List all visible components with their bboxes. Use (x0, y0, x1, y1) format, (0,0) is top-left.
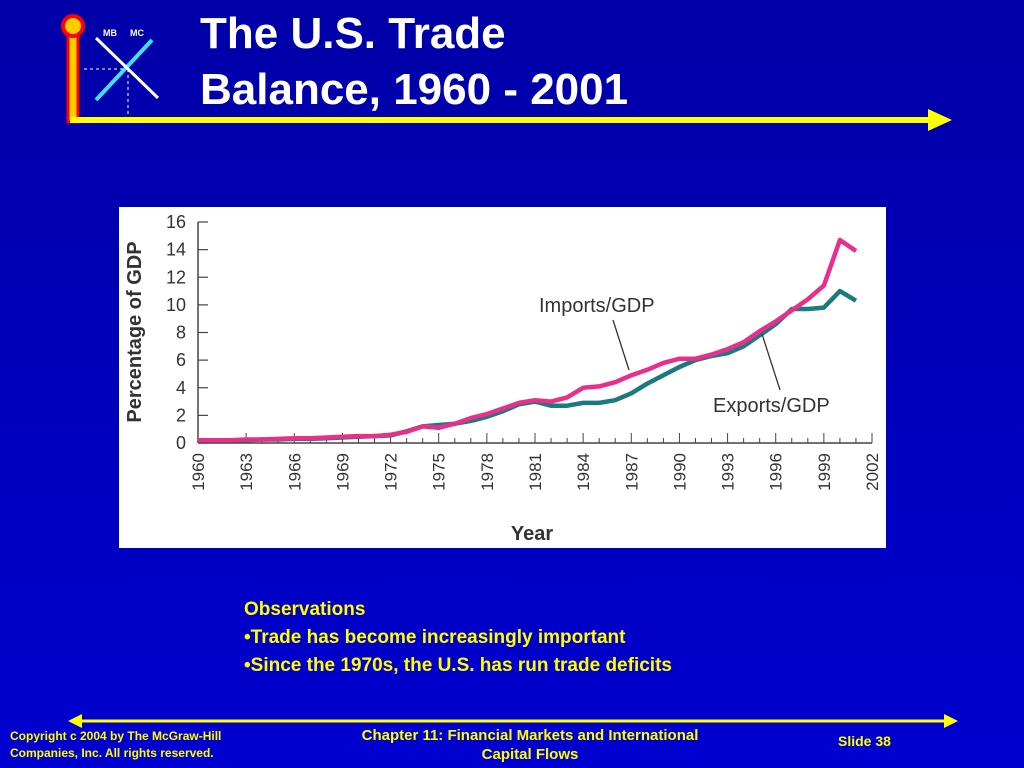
chart-series (198, 237, 858, 443)
copyright-line2: Companies, Inc. All rights reserved. (10, 746, 214, 760)
y-tick-label: 6 (176, 350, 186, 370)
exports-leader-line (761, 333, 781, 391)
footer-arrow-left-icon (68, 714, 82, 728)
y-tick-label: 14 (166, 240, 186, 260)
chapter-line2: Capital Flows (481, 746, 579, 763)
logo-mb-label: MB (103, 28, 117, 38)
x-tick-label: 1978 (478, 453, 497, 491)
title-arrow-head-icon (928, 109, 952, 131)
x-tick-label: 1984 (574, 453, 593, 491)
x-axis-title: Year (511, 523, 553, 545)
exports-annotation: Exports/GDP (713, 395, 830, 417)
title-decoration: MB MC (61, 14, 952, 131)
y-tick-label: 8 (176, 323, 186, 343)
slide-number: Slide 38 (838, 733, 891, 749)
x-tick-label: 1981 (526, 453, 545, 491)
observations-heading: Observations (244, 599, 366, 620)
footer-arrow-right-icon (944, 714, 958, 728)
imports-annotation: Imports/GDP (539, 295, 655, 317)
slide-title-line1: The U.S. Trade (200, 9, 506, 58)
chart-panel: 0 2 4 6 8 10 12 14 16 1960 1963 1966 1969 1972 1975 197… (119, 207, 886, 548)
y-tick-label: 16 (166, 212, 186, 232)
observation-item: •Trade has become increasingly important (244, 627, 626, 648)
y-tick-label: 0 (176, 433, 186, 453)
x-tick-label: 1999 (815, 453, 834, 491)
copyright-line1: Copyright c 2004 by The McGraw-Hill (10, 729, 222, 743)
imports-leader-line (612, 319, 630, 371)
observation-item: •Since the 1970s, the U.S. has run trade… (244, 655, 672, 676)
exports-series-line (198, 288, 858, 443)
slide-title: The U.S. Trade Balance, 1960 - 2001 (200, 6, 628, 118)
chapter-line1: Chapter 11: Financial Markets and Intern… (361, 727, 699, 744)
x-tick-label: 1990 (670, 453, 689, 491)
y-axis-title: Percentage of GDP (124, 241, 146, 422)
x-tick-label: 1975 (430, 453, 449, 491)
y-tick-label: 4 (176, 378, 186, 398)
x-tick-label: 1960 (189, 453, 208, 491)
logo-mb-line (94, 36, 160, 100)
y-tick-label: 2 (176, 405, 186, 425)
logo-vertical-bar (66, 28, 80, 124)
slide-title-line2: Balance, 1960 - 2001 (200, 65, 629, 114)
chapter-title: Chapter 11: Financial Markets and Intern… (320, 726, 740, 764)
x-tick-label: 1966 (285, 453, 304, 491)
copyright: Copyright c 2004 by The McGraw-Hill Comp… (10, 728, 221, 762)
chart-axes: 0 2 4 6 8 10 12 14 16 1960 1963 1966 1969 1972 1975 197… (124, 212, 882, 545)
x-tick-label: 2002 (863, 453, 882, 491)
logo-mc-label: MC (130, 28, 144, 38)
x-tick-label: 1987 (622, 453, 641, 491)
chart-labels: Imports/GDP Exports/GDP (539, 295, 830, 417)
y-tick-label: 10 (166, 295, 186, 315)
logo-circle-icon (61, 14, 85, 38)
x-tick-label: 1969 (333, 453, 352, 491)
trade-balance-chart: 0 2 4 6 8 10 12 14 16 1960 1963 1966 1969 1972 1975 197… (124, 212, 882, 545)
x-tick-label: 1996 (767, 453, 786, 491)
x-tick-label: 1993 (719, 453, 738, 491)
observations: Observations •Trade has become increasin… (244, 596, 672, 680)
x-tick-label: 1972 (382, 453, 401, 491)
imports-series-line (198, 237, 858, 443)
logo-mc-line (94, 38, 154, 102)
y-tick-label: 12 (166, 267, 186, 287)
x-tick-label: 1963 (237, 453, 256, 491)
